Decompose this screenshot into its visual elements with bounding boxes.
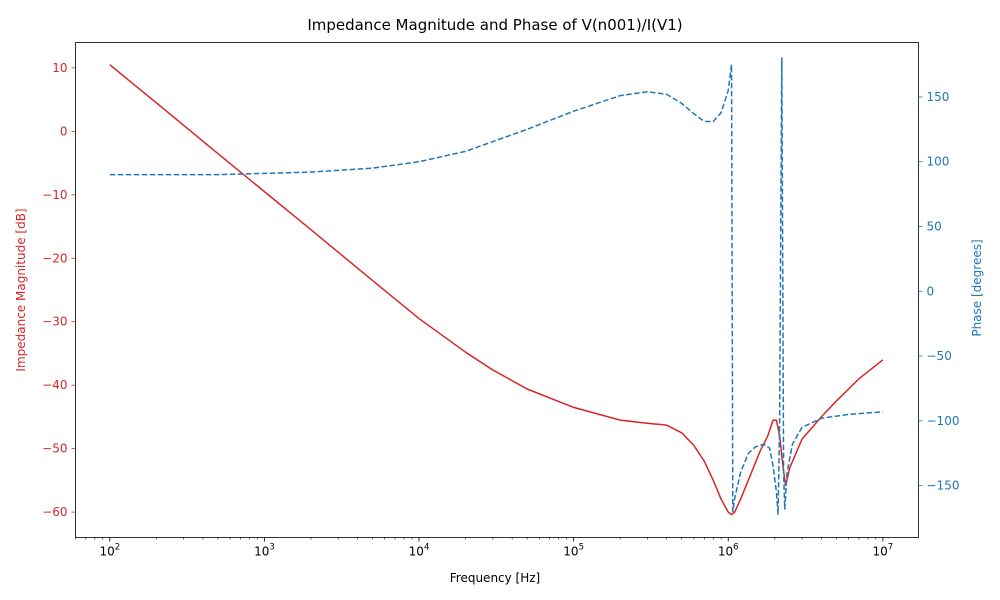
- plot-area: [109, 57, 884, 516]
- x-tick-label: 102: [99, 543, 120, 559]
- right-y-tick-label: 0: [927, 284, 935, 298]
- left-y-tick-label: −10: [42, 188, 67, 202]
- x-tick-label: 104: [409, 543, 430, 559]
- left-y-tick-label: −40: [42, 378, 67, 392]
- right-y-tick-label: −50: [927, 349, 952, 363]
- phase-series-line: [109, 57, 883, 515]
- right-y-tick-label: −100: [927, 414, 960, 428]
- right-y-axis: 150 100 50 0 −50 −100 −150: [918, 90, 960, 493]
- magnitude-series-line: [109, 64, 884, 516]
- left-y-tick-label: −50: [42, 442, 67, 456]
- left-y-tick-label: −60: [42, 505, 67, 519]
- right-y-axis-label: Phase [degrees]: [970, 239, 984, 336]
- x-axis-label: Frequency [Hz]: [450, 571, 541, 585]
- left-y-tick-label: −30: [42, 315, 67, 329]
- x-tick-label: 103: [254, 543, 275, 559]
- chart-title: Impedance Magnitude and Phase of V(n001)…: [307, 16, 682, 34]
- left-y-axis-label: Impedance Magnitude [dB]: [14, 208, 28, 371]
- right-y-tick-label: 150: [927, 90, 950, 104]
- left-y-tick-label: 0: [60, 124, 68, 138]
- left-y-axis: 10 0 −10 −20 −30 −40 −50 −60: [42, 61, 76, 519]
- plot-frame: [75, 42, 919, 538]
- x-tick-label: 105: [563, 543, 584, 559]
- right-y-tick-label: 100: [927, 155, 950, 169]
- x-tick-label: 106: [718, 543, 739, 559]
- right-y-tick-label: 50: [927, 220, 942, 234]
- x-tick-label: 107: [873, 543, 894, 559]
- left-y-tick-label: −20: [42, 251, 67, 265]
- right-y-tick-label: −150: [927, 479, 960, 493]
- x-axis: 102 103 104 105 106 107: [75, 537, 894, 559]
- left-y-tick-label: 10: [52, 61, 67, 75]
